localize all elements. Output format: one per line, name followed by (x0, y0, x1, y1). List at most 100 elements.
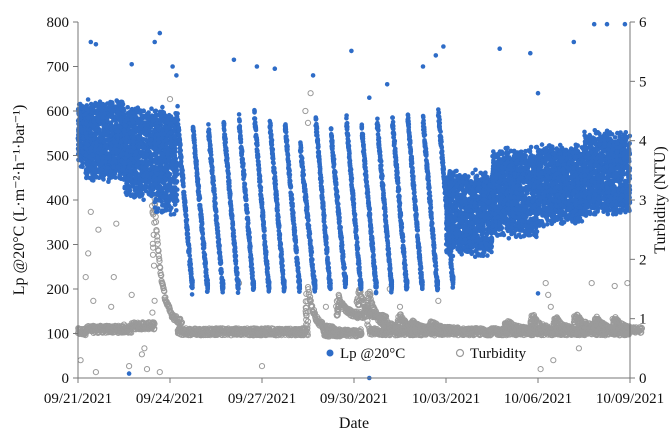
lp-point (140, 150, 146, 155)
lp-point (148, 141, 153, 147)
lp-point (92, 174, 97, 179)
turbidity-point (128, 329, 135, 336)
lp-point (115, 109, 121, 115)
turbidity-point (435, 297, 442, 304)
lp-point (139, 193, 145, 198)
turbidity-point (128, 291, 135, 298)
lp-point (123, 190, 129, 195)
lp-point (106, 179, 111, 184)
lp-point (141, 137, 146, 142)
lp-point (133, 106, 138, 112)
lp-point (84, 166, 89, 172)
lp-point (83, 106, 89, 112)
lp-point (86, 115, 91, 121)
lp-point (91, 118, 96, 124)
turbidity-point (149, 251, 157, 258)
turbidity-point (151, 297, 158, 304)
lp-point (123, 123, 128, 129)
lp-point (128, 169, 133, 174)
lp-point (103, 123, 109, 129)
lp-point (126, 164, 132, 170)
turbidity-point (95, 226, 102, 233)
turbidity-point (90, 297, 97, 304)
lp-point (88, 148, 94, 154)
lp-point (96, 146, 102, 152)
turbidity-point (154, 240, 161, 247)
turbidity-point (87, 208, 94, 215)
lp-point (135, 121, 140, 126)
turbidity-point (396, 303, 404, 310)
turbidity-point (108, 303, 115, 310)
lp-point (77, 101, 83, 107)
lp-point (105, 115, 110, 121)
lp-point (122, 171, 127, 177)
lp-point (143, 177, 148, 182)
turbidity-point (143, 366, 151, 373)
lp-point (109, 114, 114, 120)
lp-point (109, 160, 115, 166)
turbidity-point (151, 320, 158, 327)
lp-point (117, 173, 122, 178)
lp-point (90, 114, 95, 120)
turbidity-series (75, 90, 646, 376)
lp-point (117, 117, 123, 122)
lp-point (87, 175, 93, 181)
lp-point (148, 155, 153, 161)
lp-point (83, 121, 89, 126)
lp-point (91, 160, 97, 166)
lp-point (105, 129, 111, 135)
lp-point (96, 105, 102, 110)
lp-point (125, 105, 130, 110)
turbidity-point (547, 303, 554, 310)
turbidity-point (82, 274, 89, 281)
lp-point (79, 158, 84, 164)
lp-point (136, 135, 141, 141)
turbidity-point (141, 345, 148, 352)
lp-point (99, 167, 104, 173)
lp-point (140, 160, 146, 165)
lp-point (95, 118, 101, 124)
lp-point (90, 166, 95, 172)
lp-point (125, 177, 130, 182)
turbidity-point (575, 345, 583, 352)
turbidity-point (611, 282, 618, 290)
lp-point (110, 108, 116, 113)
turbidity-point (126, 363, 133, 370)
lp-point (99, 136, 104, 142)
lp-point (141, 197, 146, 203)
lp-point (110, 124, 116, 129)
lp-point (102, 102, 108, 108)
turbidity-point (302, 107, 309, 115)
lp-point (100, 156, 105, 161)
turbidity-point (258, 363, 266, 370)
lp-point (142, 145, 147, 151)
turbidity-point (138, 351, 145, 358)
lp-point (122, 156, 128, 161)
lp-point (115, 164, 121, 170)
lp-point (101, 128, 107, 134)
lp-point (127, 191, 133, 197)
lp-point (102, 144, 107, 149)
turbidity-point (85, 250, 92, 257)
turbidity-point (588, 280, 595, 287)
lp-point (88, 122, 94, 128)
turbidity-point (542, 280, 549, 287)
lp-point (79, 164, 85, 169)
turbidity-point (550, 357, 557, 364)
lp-point (122, 184, 128, 190)
turbidity-point (156, 369, 163, 376)
lp-point (98, 174, 104, 179)
lp-point (111, 164, 116, 170)
turbidity-point (113, 220, 120, 227)
lp-point (134, 185, 139, 190)
lp-point (84, 134, 89, 139)
lp-point (90, 152, 95, 158)
turbidity-point (537, 366, 544, 373)
plot-area (75, 21, 646, 381)
lp-point (88, 130, 94, 135)
lp-point (96, 158, 101, 163)
lp-point (136, 189, 142, 195)
lp-point (93, 127, 98, 132)
turbidity-point (92, 369, 100, 376)
